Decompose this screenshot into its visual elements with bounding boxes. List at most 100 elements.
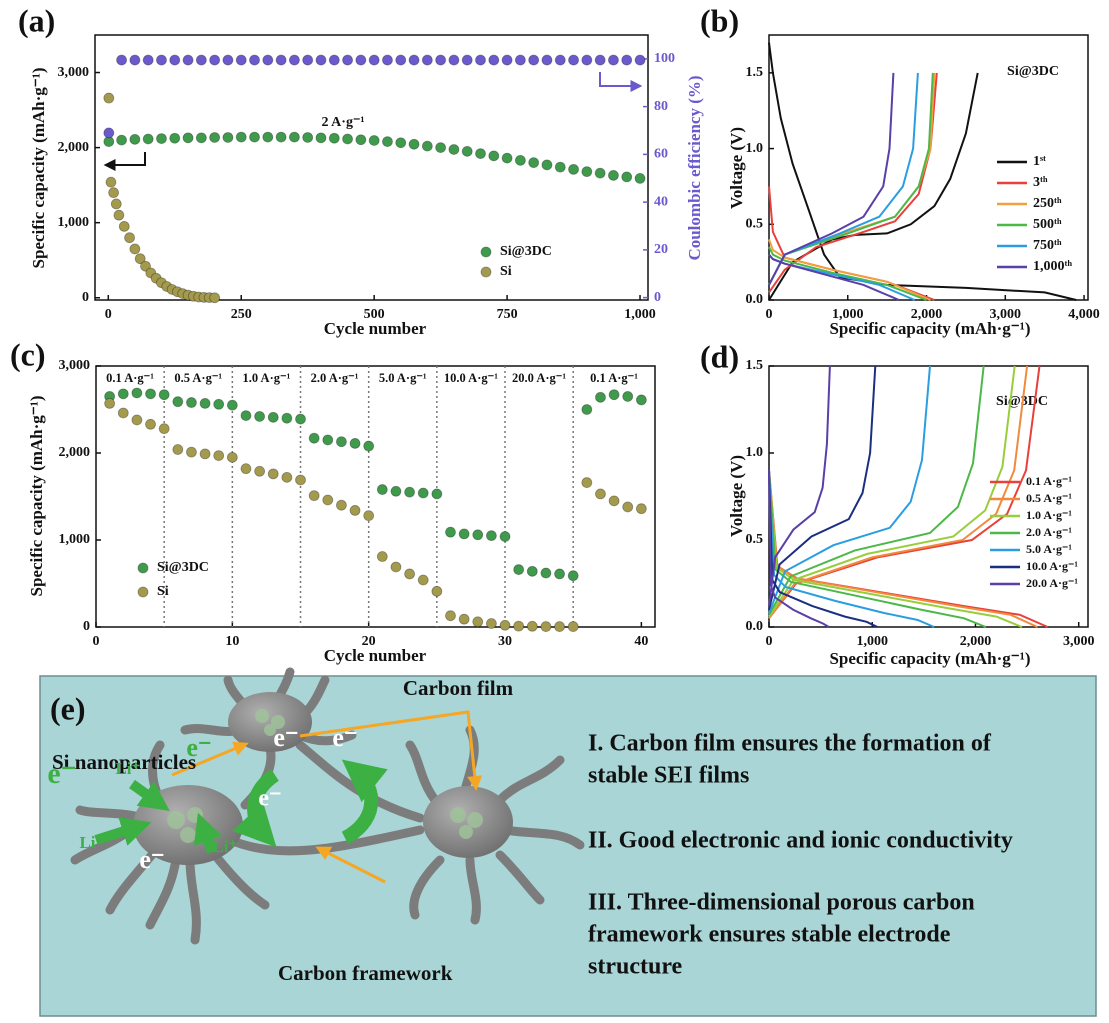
y2-tick-label: 80: [654, 99, 668, 114]
data-point: [595, 55, 605, 65]
data-point: [255, 411, 265, 421]
data-point: [609, 390, 619, 400]
data-point: [109, 188, 119, 198]
data-point: [486, 531, 496, 541]
x-tick-label: 500: [364, 307, 385, 322]
data-point: [623, 391, 633, 401]
data-point: [364, 511, 374, 521]
y-tick-label: 0.0: [746, 619, 764, 634]
data-point: [515, 155, 525, 165]
data-point: [409, 55, 419, 65]
x-tick-label: 3,000: [990, 307, 1022, 322]
y-tick-label: 1,000: [59, 532, 91, 547]
data-point: [263, 55, 273, 65]
data-point: [462, 55, 472, 65]
data-point: [303, 132, 313, 142]
panel-label: (c): [10, 336, 46, 372]
data-point: [569, 164, 579, 174]
data-point: [196, 133, 206, 143]
data-point: [111, 199, 121, 209]
panel-label: (a): [18, 2, 55, 38]
data-point: [418, 488, 428, 498]
y-tick-label: 1.0: [746, 141, 764, 156]
y-tick-label: 2,000: [58, 140, 90, 155]
data-point: [200, 449, 210, 459]
data-point: [210, 293, 220, 303]
data-point: [502, 153, 512, 163]
data-point: [316, 55, 326, 65]
statement: structure: [588, 954, 683, 980]
electron-label: e⁻: [186, 733, 211, 762]
legend-label: 250ᵗʰ: [1033, 196, 1062, 211]
data-point: [159, 424, 169, 434]
data-point: [635, 173, 645, 183]
electron-label: e⁻: [332, 723, 357, 752]
data-point: [623, 502, 633, 512]
data-point: [436, 143, 446, 153]
page: (a)Specific capacity (mAh·g⁻¹)Cycle numb…: [0, 0, 1109, 1018]
data-point: [555, 622, 565, 632]
data-point: [422, 55, 432, 65]
data-point: [555, 162, 565, 172]
data-point: [214, 451, 224, 461]
data-point: [241, 411, 251, 421]
lithium-label: Li⁺: [212, 837, 237, 856]
data-point: [173, 397, 183, 407]
data-point: [636, 504, 646, 514]
figure: (a)Specific capacity (mAh·g⁻¹)Cycle numb…: [0, 0, 1109, 1018]
legend-swatch: [481, 247, 491, 257]
legend-label: Si@3DC: [500, 244, 552, 259]
data-point: [316, 133, 326, 143]
data-point: [130, 134, 140, 144]
data-point: [350, 438, 360, 448]
legend-label: 1.0 A·g⁻¹: [1026, 508, 1072, 522]
y-tick-label: 3,000: [58, 65, 90, 80]
data-point: [119, 221, 129, 231]
panel: (c)Specific capacity (mAh·g⁻¹)Cycle numb…: [10, 336, 655, 665]
data-point: [183, 133, 193, 143]
data-point: [396, 55, 406, 65]
data-point: [529, 158, 539, 168]
axis-pointer: [600, 72, 640, 86]
data-point: [159, 390, 169, 400]
data-point: [476, 149, 486, 159]
data-point: [186, 398, 196, 408]
data-point: [268, 469, 278, 479]
data-point: [132, 415, 142, 425]
data-point: [473, 617, 483, 627]
data-point: [183, 55, 193, 65]
data-point: [200, 398, 210, 408]
data-point: [356, 135, 366, 145]
data-point: [186, 447, 196, 457]
legend-label: 0.1 A·g⁻¹: [1026, 474, 1072, 488]
data-point: [223, 55, 233, 65]
statement: I. Carbon film ensures the formation of: [588, 731, 992, 757]
data-point: [170, 55, 180, 65]
data-point: [125, 233, 135, 243]
data-point: [500, 620, 510, 630]
x-tick-label: 2,000: [911, 307, 943, 322]
legend-label: Si: [157, 584, 169, 599]
data-point: [336, 500, 346, 510]
data-point: [568, 571, 578, 581]
data-point: [595, 392, 605, 402]
data-point: [486, 619, 496, 629]
data-point: [329, 133, 339, 143]
data-point: [608, 55, 618, 65]
rate-label: 0.5 A·g⁻¹: [174, 371, 222, 385]
data-line: [769, 366, 986, 627]
x-tick-label: 1,000: [624, 307, 656, 322]
legend-swatch: [138, 587, 148, 597]
data-point: [364, 441, 374, 451]
data-point: [170, 133, 180, 143]
rate-label: 5.0 A·g⁻¹: [379, 371, 427, 385]
data-point: [432, 586, 442, 596]
data-point: [555, 569, 565, 579]
data-point: [582, 167, 592, 177]
y-tick-label: 1,000: [58, 215, 90, 230]
data-point: [595, 489, 605, 499]
data-point: [263, 132, 273, 142]
data-point: [541, 622, 551, 632]
data-point: [449, 144, 459, 154]
data-point: [500, 532, 510, 542]
